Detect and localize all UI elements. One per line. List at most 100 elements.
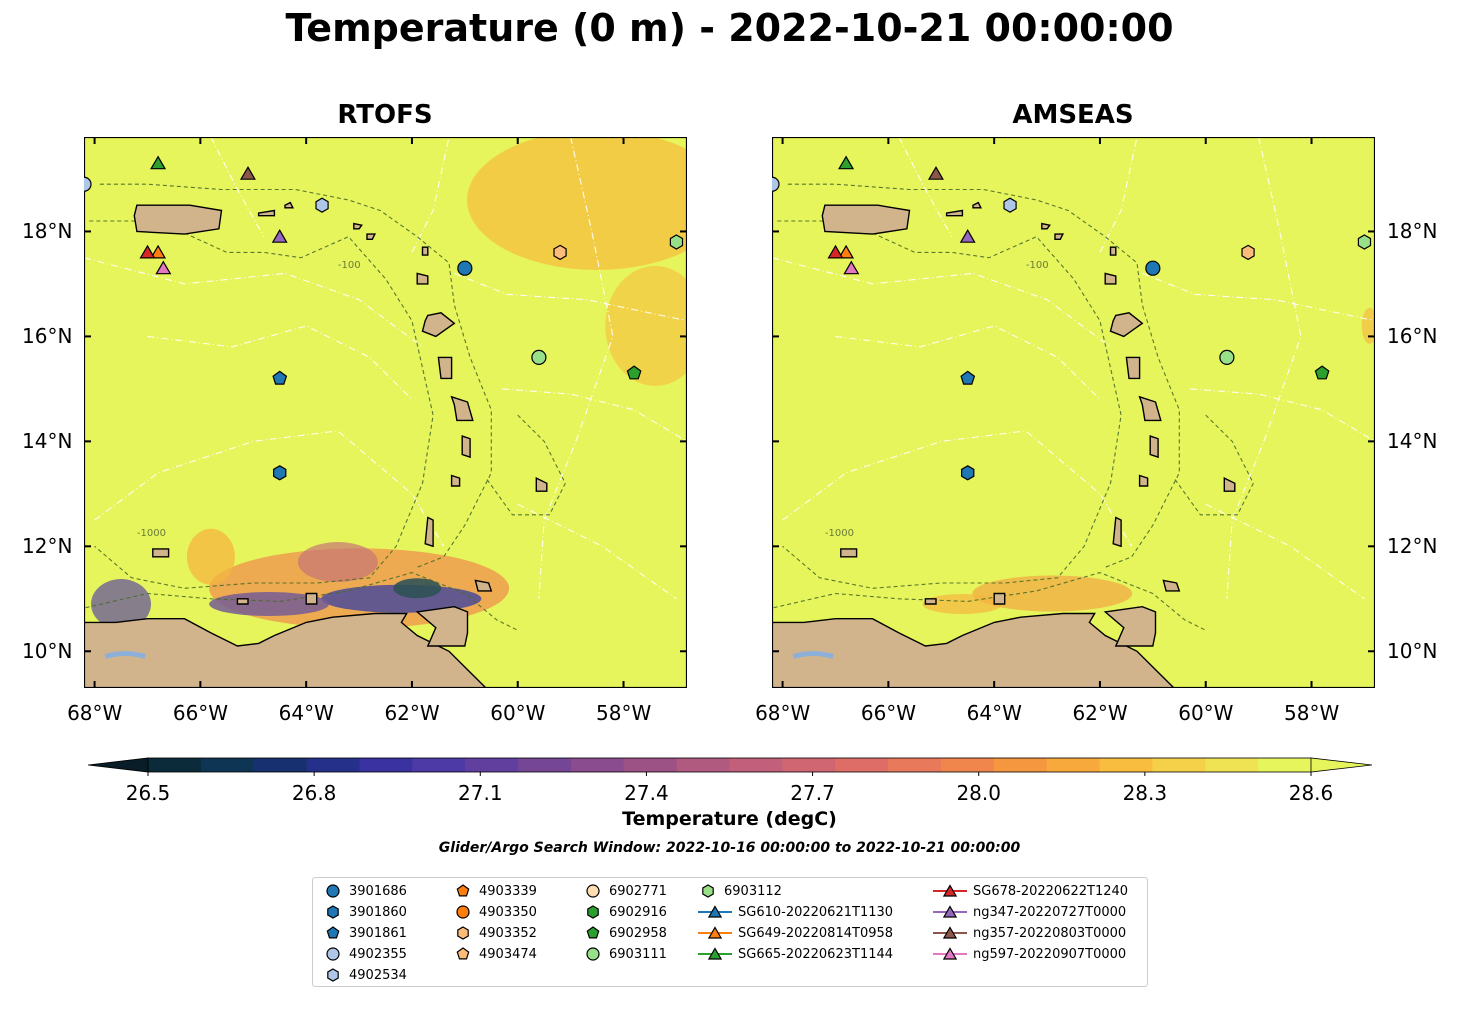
colorbar-segment-4 xyxy=(306,758,360,772)
legend-label: ng347-20220727T0000 xyxy=(973,904,1127,920)
legend-label: 4903352 xyxy=(479,925,537,941)
legend-marker-4903350 xyxy=(456,905,470,919)
island-9 xyxy=(1138,395,1162,422)
colorbar-segment-6 xyxy=(412,758,466,772)
y-tick-label-p2-3: 14°N xyxy=(1387,429,1438,454)
depth-contour-4 xyxy=(84,572,518,631)
eez-line-2 xyxy=(147,325,413,400)
marker-4902355 xyxy=(84,176,92,192)
colorbar-segment-11 xyxy=(676,758,730,772)
legend-item-4903474: 4903474 xyxy=(453,945,537,963)
marker-4902534 xyxy=(1003,197,1017,213)
legend-label: SG610-20220621T1130 xyxy=(738,904,894,920)
marker-3901860 xyxy=(273,465,287,481)
legend-symbol-ng357-20220803T0000 xyxy=(942,926,958,939)
y-tick-label-p2-4: 12°N xyxy=(1387,534,1438,559)
legend-item-SG649-20220814T0958: SG649-20220814T0958 xyxy=(698,924,893,942)
depth-contours xyxy=(84,183,566,631)
colorbar: 26.5 26.8 27.1 27.4 27.7 28.0 28.3 28.6 xyxy=(88,757,1372,805)
legend-marker-4902534 xyxy=(327,968,339,982)
legend-marker-3901686 xyxy=(326,884,340,898)
legend-label: 3901861 xyxy=(349,925,407,941)
marker-SG649-20220814T0958 xyxy=(150,244,167,259)
depth-contour-1 xyxy=(99,183,492,568)
legend-symbol-6902958 xyxy=(586,926,600,939)
legend-marker-4903339 xyxy=(456,884,470,897)
puerto-rico-land xyxy=(133,204,223,235)
marker-4902355 xyxy=(772,176,780,192)
legend-symbol-4903339 xyxy=(456,884,470,897)
depth-contours xyxy=(772,183,1254,631)
x-tick-label-p1-5: 60°W xyxy=(490,701,546,725)
colorbar-segment-3 xyxy=(253,758,308,772)
temperature-anomaly-6 xyxy=(91,579,152,630)
x-tick-label-p1-3: 64°W xyxy=(278,701,334,725)
depth-contour-2 xyxy=(89,220,434,589)
eez-line-4 xyxy=(538,137,614,599)
island-13 xyxy=(535,476,548,492)
colorbar-segment-14 xyxy=(835,758,889,772)
colorbar-segment-18 xyxy=(1046,758,1101,772)
x-tick-label-p2-4: 62°W xyxy=(1072,701,1128,725)
legend-label: 4902534 xyxy=(349,967,407,983)
legend-marker-ng597-20220907T0000 xyxy=(933,947,967,960)
legend-marker-3901860 xyxy=(327,905,339,919)
marker-ng347-20220727T0000 xyxy=(959,228,976,243)
marker-SG678-20220622T1240 xyxy=(827,244,844,259)
x-tick-label-p2-1: 68°W xyxy=(755,701,811,725)
colorbar-segment-2 xyxy=(200,758,255,772)
island-16 xyxy=(840,548,858,558)
island-6 xyxy=(421,246,429,256)
legend-item-4903339: 4903339 xyxy=(453,882,537,900)
colorbar-tick-label-1: 26.5 xyxy=(126,781,171,805)
temperature-anomaly-3 xyxy=(1361,307,1375,344)
colorbar-segment-22 xyxy=(1258,758,1312,772)
colorbar-tick-label-2: 26.8 xyxy=(292,781,337,805)
colorbar-segment-19 xyxy=(1099,758,1153,772)
float-glider-markers xyxy=(84,155,684,481)
legend-label: 4902355 xyxy=(349,946,407,962)
trinidad-land xyxy=(415,605,469,647)
legend-item-4903352: 4903352 xyxy=(453,924,537,942)
island-7 xyxy=(1109,312,1144,338)
legend-label: 6902771 xyxy=(609,883,667,899)
lake xyxy=(104,651,146,659)
island-17 xyxy=(236,598,249,605)
land-masses xyxy=(772,201,1236,688)
depth-contour-3 xyxy=(1173,414,1254,516)
colorbar-label: Temperature (degC) xyxy=(622,808,837,830)
colorbar-extend-low xyxy=(88,757,149,773)
legend-item-6902958: 6902958 xyxy=(583,924,667,942)
legend-marker-4902355 xyxy=(326,947,340,961)
marker-SG665-20220623T1144 xyxy=(838,155,855,170)
temperature-field xyxy=(922,307,1375,615)
legend-label: 3901686 xyxy=(349,883,407,899)
temperature-anomaly-2 xyxy=(605,265,687,386)
eez-line-1 xyxy=(84,257,423,348)
island-3 xyxy=(353,222,363,230)
y-tick-label-p1-2: 16°N xyxy=(22,324,73,349)
marker-SG649-20220814T0958 xyxy=(838,244,855,259)
eez-line-6 xyxy=(1189,388,1375,442)
legend-item-SG665-20220623T1144: SG665-20220623T1144 xyxy=(698,945,893,963)
colorbar-segment-15 xyxy=(888,758,942,772)
legend-label: ng357-20220803T0000 xyxy=(973,925,1127,941)
legend-item-6902916: 6902916 xyxy=(583,903,667,921)
marker-SG678-20220622T1240 xyxy=(139,244,156,259)
legend-label: 6902916 xyxy=(609,904,667,920)
temperature-anomaly-8 xyxy=(393,578,442,599)
island-7 xyxy=(421,312,456,338)
colorbar-segment-7 xyxy=(465,758,519,772)
legend-symbol-SG610-20220621T1130 xyxy=(707,905,723,918)
marker-ng347-20220727T0000 xyxy=(271,228,288,243)
legend-item-SG678-20220622T1240: SG678-20220622T1240 xyxy=(933,882,1128,900)
legend-symbol-6903112 xyxy=(702,884,714,898)
x-tick-label-p2-5: 60°W xyxy=(1178,701,1234,725)
legend-marker-SG665-20220623T1144 xyxy=(698,947,732,960)
contour-label-1: -100 xyxy=(338,260,361,271)
colorbar-segment-20 xyxy=(1152,758,1206,772)
island-4 xyxy=(1054,233,1065,241)
eez-line-5 xyxy=(454,272,687,322)
legend-marker-SG610-20220621T1130 xyxy=(698,905,732,918)
legend-marker-ng357-20220803T0000 xyxy=(933,926,967,939)
